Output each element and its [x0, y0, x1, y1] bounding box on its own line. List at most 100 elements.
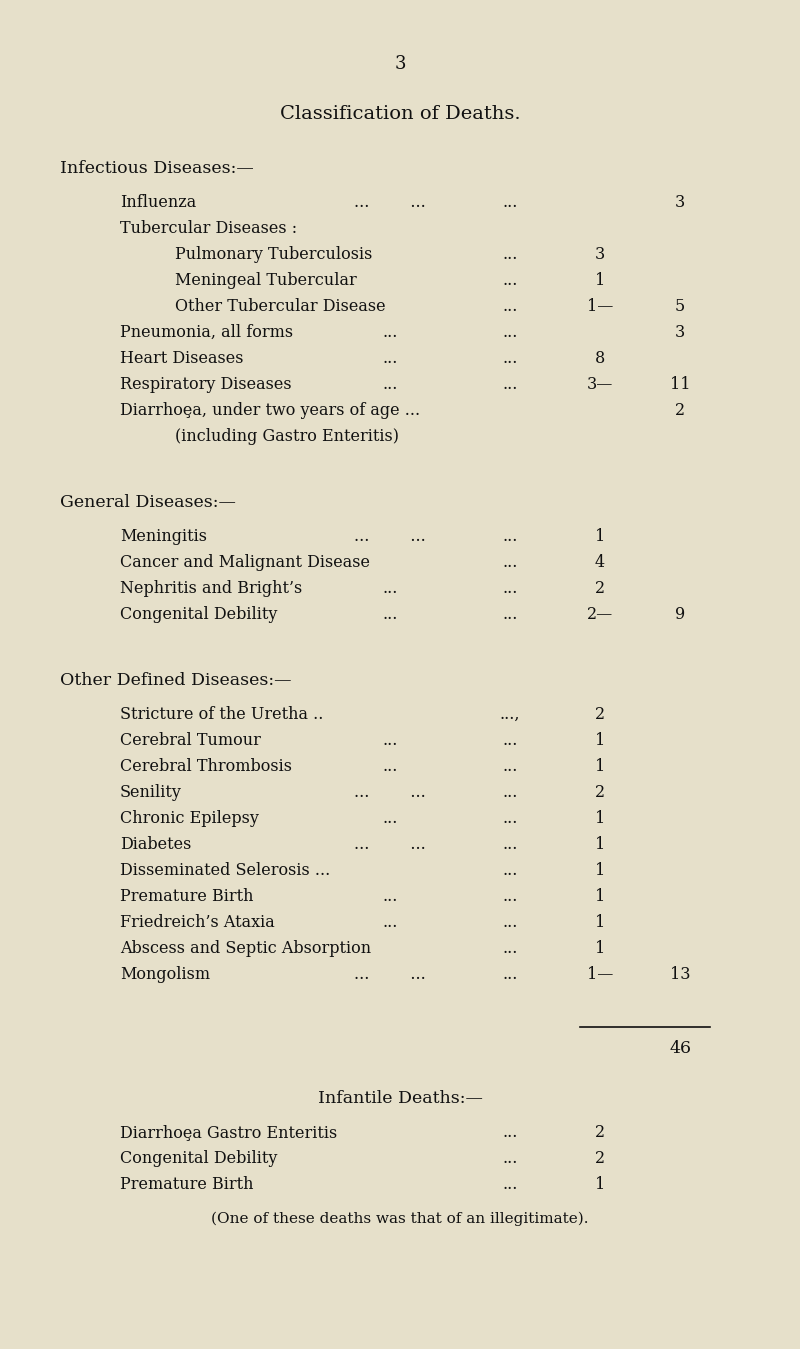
Text: ...: ...	[502, 606, 518, 623]
Text: 2: 2	[595, 784, 605, 801]
Text: 2: 2	[675, 402, 685, 420]
Text: ...: ...	[502, 194, 518, 210]
Text: Friedreich’s Ataxia: Friedreich’s Ataxia	[120, 915, 274, 931]
Text: ...: ...	[382, 580, 398, 598]
Text: 2: 2	[595, 1149, 605, 1167]
Text: ...: ...	[502, 836, 518, 853]
Text: Infectious Diseases:—: Infectious Diseases:—	[60, 161, 254, 177]
Text: ...: ...	[502, 298, 518, 316]
Text: Cancer and Malignant Disease: Cancer and Malignant Disease	[120, 554, 370, 571]
Text: 1: 1	[595, 862, 605, 880]
Text: Mongolism: Mongolism	[120, 966, 210, 983]
Text: 1: 1	[595, 836, 605, 853]
Text: ...: ...	[382, 376, 398, 393]
Text: Nephritis and Bright’s: Nephritis and Bright’s	[120, 580, 302, 598]
Text: Classification of Deaths.: Classification of Deaths.	[280, 105, 520, 123]
Text: 1: 1	[595, 888, 605, 905]
Text: 1: 1	[595, 758, 605, 774]
Text: Other Defined Diseases:—: Other Defined Diseases:—	[60, 672, 291, 689]
Text: 1: 1	[595, 940, 605, 956]
Text: 3: 3	[675, 324, 685, 341]
Text: ...: ...	[502, 376, 518, 393]
Text: ...        ...: ... ...	[354, 527, 426, 545]
Text: 9: 9	[675, 606, 685, 623]
Text: ...        ...: ... ...	[354, 194, 426, 210]
Text: 1—: 1—	[587, 298, 613, 316]
Text: 1: 1	[595, 272, 605, 289]
Text: 2: 2	[595, 706, 605, 723]
Text: ...: ...	[502, 527, 518, 545]
Text: ...: ...	[382, 915, 398, 931]
Text: Diarrhoȩa, under two years of age ...: Diarrhoȩa, under two years of age ...	[120, 402, 420, 420]
Text: ...: ...	[502, 324, 518, 341]
Text: ...: ...	[382, 349, 398, 367]
Text: Congenital Debility: Congenital Debility	[120, 1149, 278, 1167]
Text: 1—: 1—	[587, 966, 613, 983]
Text: Respiratory Diseases: Respiratory Diseases	[120, 376, 292, 393]
Text: 13: 13	[670, 966, 690, 983]
Text: ...        ...: ... ...	[354, 784, 426, 801]
Text: Chronic Epilepsy: Chronic Epilepsy	[120, 809, 259, 827]
Text: 3: 3	[675, 194, 685, 210]
Text: 1: 1	[595, 733, 605, 749]
Text: ...: ...	[502, 272, 518, 289]
Text: 2: 2	[595, 580, 605, 598]
Text: ...,: ...,	[500, 706, 520, 723]
Text: Infantile Deaths:—: Infantile Deaths:—	[318, 1090, 482, 1108]
Text: Congenital Debility: Congenital Debility	[120, 606, 278, 623]
Text: ...: ...	[382, 606, 398, 623]
Text: 2: 2	[595, 1124, 605, 1141]
Text: Tubercular Diseases :: Tubercular Diseases :	[120, 220, 297, 237]
Text: Influenza: Influenza	[120, 194, 196, 210]
Text: ...: ...	[502, 733, 518, 749]
Text: 3—: 3—	[587, 376, 613, 393]
Text: 8: 8	[595, 349, 605, 367]
Text: ...: ...	[502, 784, 518, 801]
Text: ...: ...	[502, 862, 518, 880]
Text: (One of these deaths was that of an illegitimate).: (One of these deaths was that of an ille…	[211, 1211, 589, 1226]
Text: 4: 4	[595, 554, 605, 571]
Text: Cerebral Tumour: Cerebral Tumour	[120, 733, 261, 749]
Text: ...: ...	[502, 1149, 518, 1167]
Text: 46: 46	[669, 1040, 691, 1058]
Text: ...: ...	[382, 733, 398, 749]
Text: 11: 11	[670, 376, 690, 393]
Text: 5: 5	[675, 298, 685, 316]
Text: ...: ...	[502, 915, 518, 931]
Text: (including Gastro Enteritis): (including Gastro Enteritis)	[175, 428, 399, 445]
Text: 3: 3	[394, 55, 406, 73]
Text: Pneumonia, all forms: Pneumonia, all forms	[120, 324, 293, 341]
Text: Diabetes: Diabetes	[120, 836, 191, 853]
Text: ...: ...	[502, 809, 518, 827]
Text: Senility: Senility	[120, 784, 182, 801]
Text: Stricture of the Uretha ..: Stricture of the Uretha ..	[120, 706, 323, 723]
Text: Meningitis: Meningitis	[120, 527, 207, 545]
Text: 1: 1	[595, 1176, 605, 1193]
Text: ...: ...	[502, 349, 518, 367]
Text: ...: ...	[502, 966, 518, 983]
Text: ...        ...: ... ...	[354, 836, 426, 853]
Text: ...: ...	[502, 758, 518, 774]
Text: Disseminated Selerosis ...: Disseminated Selerosis ...	[120, 862, 330, 880]
Text: Premature Birth: Premature Birth	[120, 888, 254, 905]
Text: ...: ...	[382, 888, 398, 905]
Text: 1: 1	[595, 527, 605, 545]
Text: ...        ...: ... ...	[354, 966, 426, 983]
Text: ...: ...	[502, 580, 518, 598]
Text: General Diseases:—: General Diseases:—	[60, 494, 236, 511]
Text: Meningeal Tubercular: Meningeal Tubercular	[175, 272, 357, 289]
Text: 1: 1	[595, 809, 605, 827]
Text: ...: ...	[382, 809, 398, 827]
Text: ...: ...	[382, 324, 398, 341]
Text: Abscess and Septic Absorption: Abscess and Septic Absorption	[120, 940, 371, 956]
Text: Cerebral Thrombosis: Cerebral Thrombosis	[120, 758, 292, 774]
Text: ...: ...	[382, 758, 398, 774]
Text: ...: ...	[502, 940, 518, 956]
Text: ...: ...	[502, 246, 518, 263]
Text: Pulmonary Tuberculosis: Pulmonary Tuberculosis	[175, 246, 372, 263]
Text: 2—: 2—	[587, 606, 613, 623]
Text: 1: 1	[595, 915, 605, 931]
Text: Premature Birth: Premature Birth	[120, 1176, 254, 1193]
Text: ...: ...	[502, 554, 518, 571]
Text: ...: ...	[502, 1176, 518, 1193]
